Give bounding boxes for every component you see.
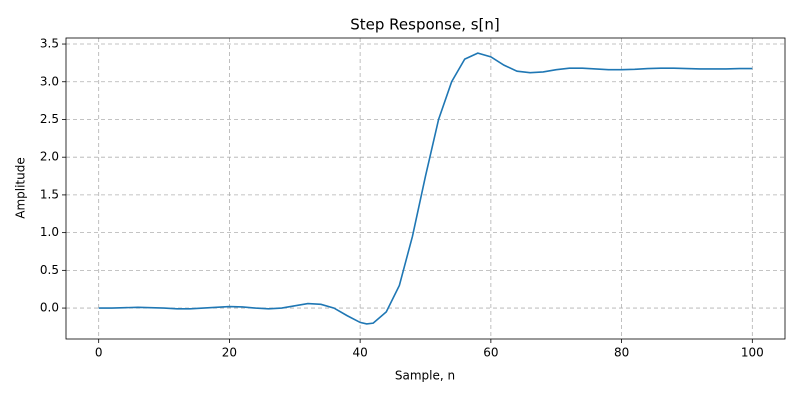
x-axis-label: Sample, n [395,369,455,383]
y-axis-label: Amplitude [14,157,28,219]
y-tick-label: 3.0 [40,74,59,88]
line-series [98,52,753,325]
x-tick-label: 80 [614,346,629,360]
x-tick-label: 60 [483,346,498,360]
y-tick-label: 1.0 [40,225,59,239]
y-tick-label: 2.5 [40,112,59,126]
y-tick-label: 3.5 [40,37,59,51]
x-tick-label: 100 [741,346,764,360]
y-tick-label: 1.5 [40,187,59,201]
x-tick-label: 40 [352,346,367,360]
x-tick-label: 0 [95,346,103,360]
x-tick-label: 20 [222,346,237,360]
y-tick-label: 2.0 [40,150,59,164]
chart-title: Step Response, s[n] [350,16,500,34]
y-tick-label: 0.0 [40,301,59,315]
y-tick-label: 0.5 [40,263,59,277]
plot-frame [65,37,786,340]
